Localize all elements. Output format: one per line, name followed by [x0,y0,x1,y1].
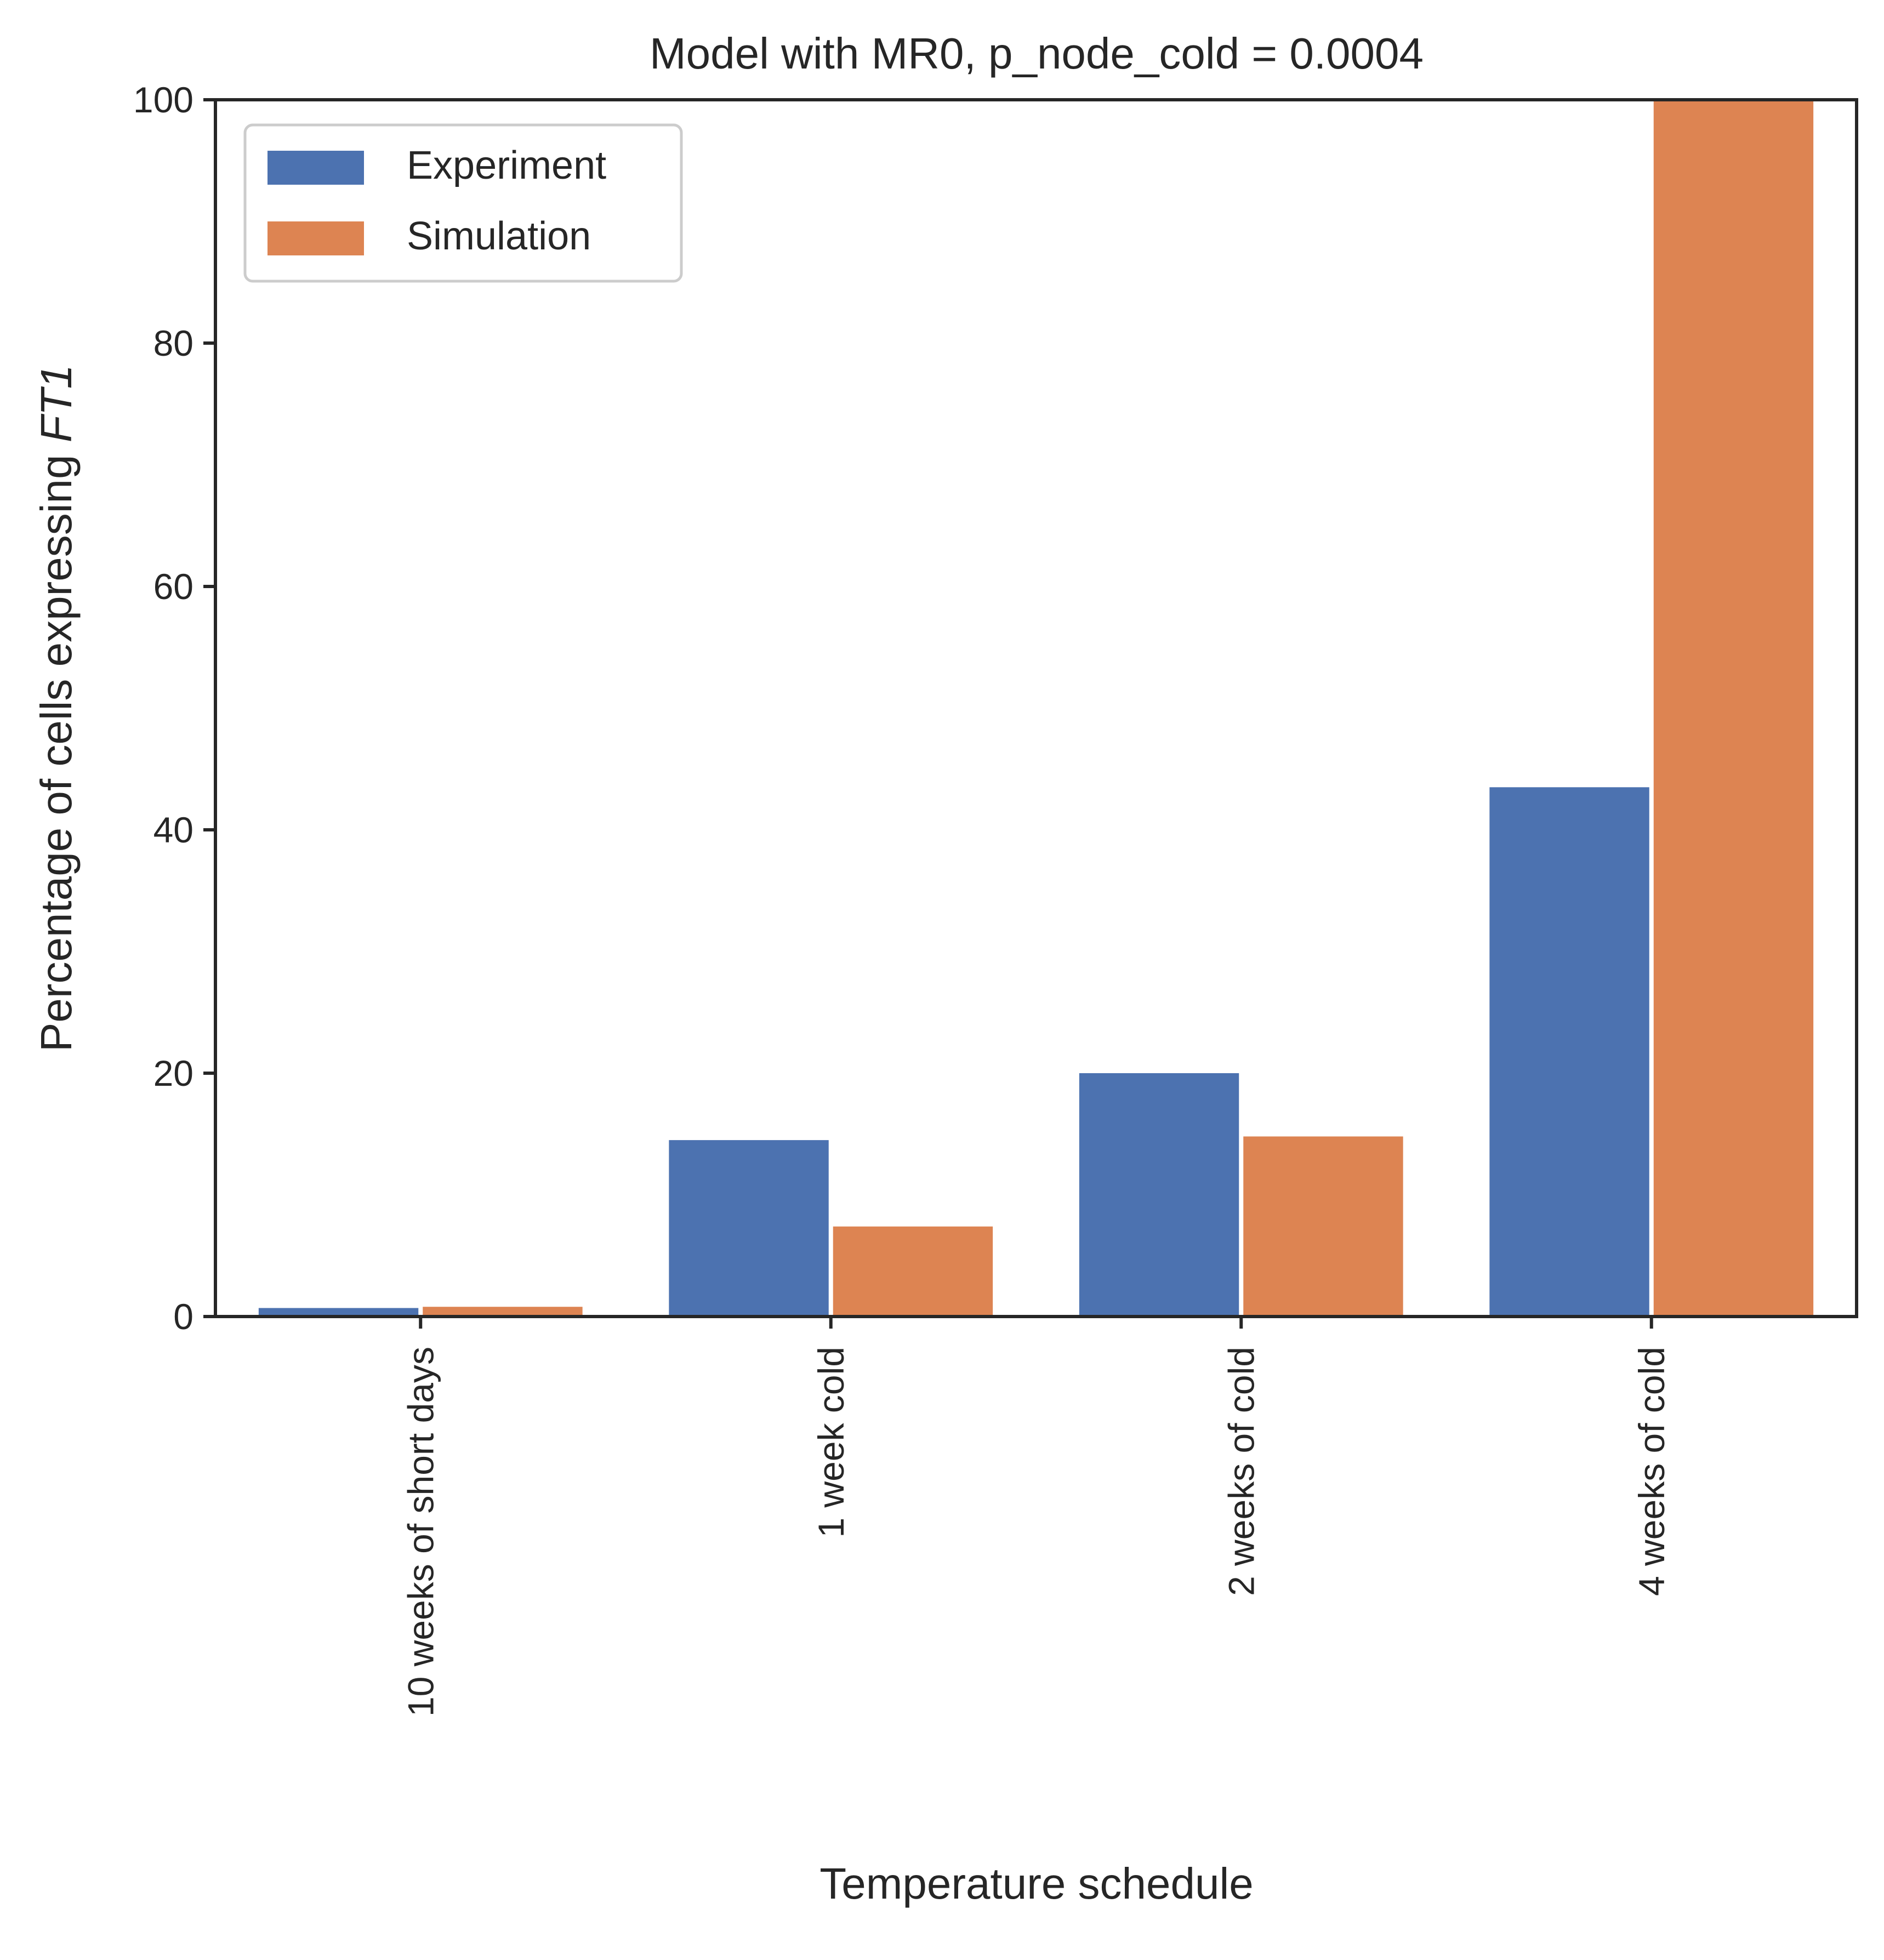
y-tick-label: 60 [153,566,193,607]
y-tick-label: 20 [153,1053,193,1093]
plot-frame [214,98,1858,1318]
chart-title: Model with MR0, p_node_cold = 0.0004 [650,29,1424,78]
y-tick-label: 40 [153,810,193,850]
y-axis: 0 20 40 60 80 100 [133,79,215,1337]
bar-simulation-10-weeks-of-short-days [423,1307,583,1317]
y-tick-label: 100 [133,79,193,120]
bars-group [258,100,1814,1317]
y-axis-label-gene: FT1 [32,364,81,442]
x-axis: 10 weeks of short days 1 week cold 2 weeks… [400,1317,1672,1717]
y-axis-label-prefix: Percentage of cells expressing [32,442,81,1052]
bar-simulation-4-weeks-of-cold [1653,100,1814,1317]
x-tick-label: 4 weeks of cold [1631,1347,1672,1596]
bar-experiment-10-weeks-of-short-days [258,1308,419,1317]
y-tick-label: 80 [153,323,193,363]
bar-simulation-2-weeks-of-cold [1243,1136,1403,1317]
legend-label-simulation: Simulation [407,214,591,258]
x-tick-label: 1 week cold [811,1347,851,1538]
bar-simulation-1-week-cold [833,1226,993,1317]
x-tick-label: 10 weeks of short days [400,1347,441,1717]
x-axis-label: Temperature schedule [819,1859,1254,1908]
y-tick-label: 0 [173,1296,193,1337]
bar-experiment-1-week-cold [669,1140,829,1317]
legend-swatch-experiment [267,151,364,185]
legend: Experiment Simulation [243,123,683,283]
legend-swatch-simulation [267,221,364,255]
x-tick-label: 2 weeks of cold [1221,1347,1261,1596]
bar-experiment-2-weeks-of-cold [1079,1073,1239,1317]
legend-label-experiment: Experiment [407,144,606,187]
y-axis-label: Percentage of cells expressing FT1 [32,364,81,1052]
bar-experiment-4-weeks-of-cold [1489,787,1649,1317]
